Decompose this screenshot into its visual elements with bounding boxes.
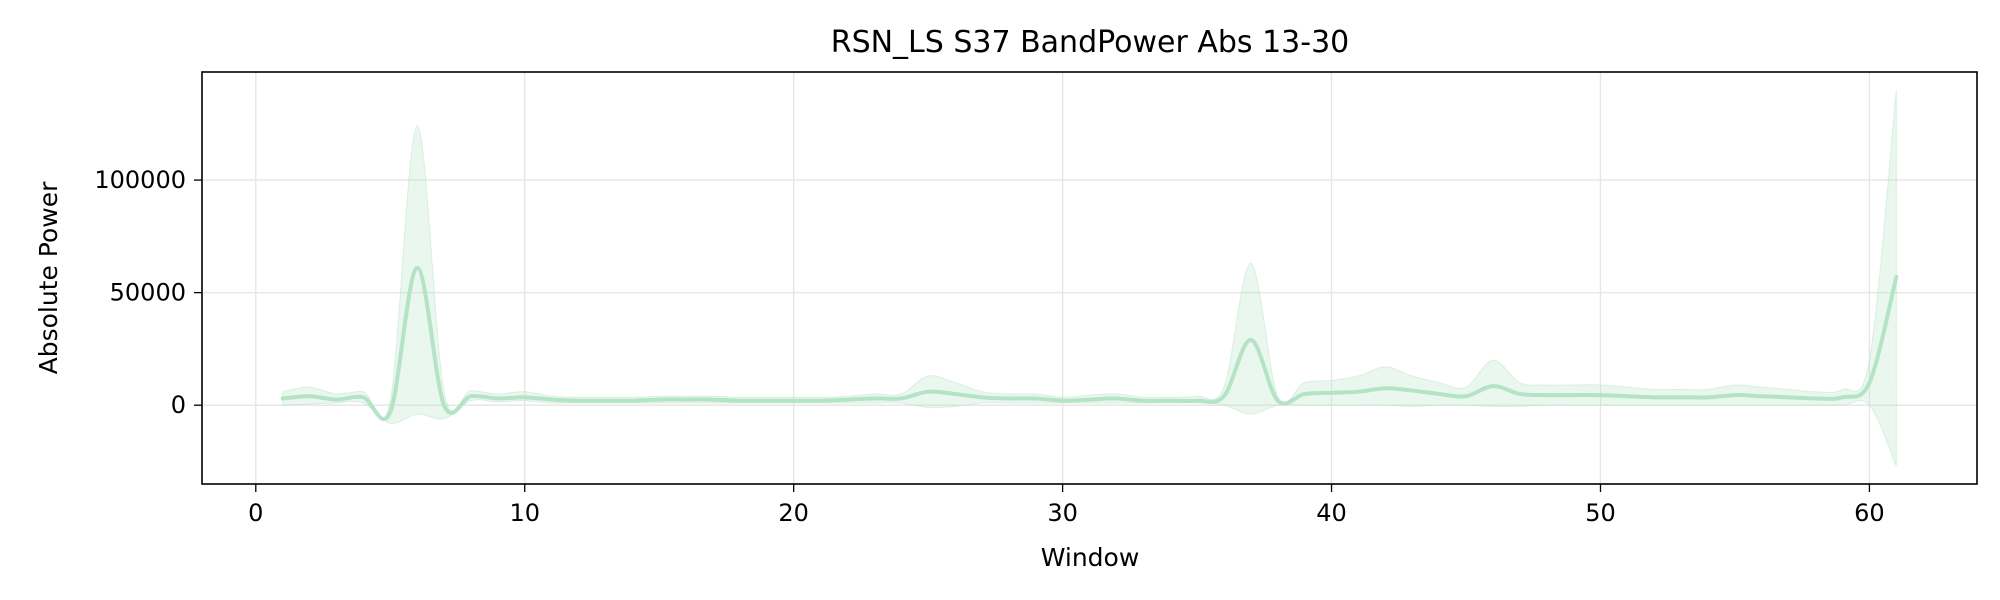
line-layer (280, 265, 1899, 422)
plot-frame (201, 71, 1978, 485)
y-tick-label: 50000 (110, 279, 186, 307)
y-axis-label: Absolute Power (34, 181, 63, 375)
x-tick-label: 10 (509, 499, 540, 527)
y-tick-label: 0 (171, 391, 186, 419)
grid-layer (202, 72, 1977, 484)
x-tick-label: 60 (1854, 499, 1885, 527)
y-tick-label: 100000 (94, 166, 186, 194)
chart-title: RSN_LS S37 BandPower Abs 13-30 (831, 25, 1350, 60)
series-mean-line (280, 265, 1899, 422)
series-confidence-band (282, 89, 1897, 467)
tick-layer: 0 10 20 30 40 50 60 0 50000 100000 (94, 166, 1884, 527)
band-layer (282, 89, 1897, 467)
x-tick-label: 0 (248, 499, 263, 527)
x-tick-label: 30 (1047, 499, 1078, 527)
x-axis-label: Window (1041, 543, 1140, 572)
x-tick-label: 20 (778, 499, 809, 527)
x-tick-label: 50 (1585, 499, 1616, 527)
x-tick-label: 40 (1316, 499, 1347, 527)
